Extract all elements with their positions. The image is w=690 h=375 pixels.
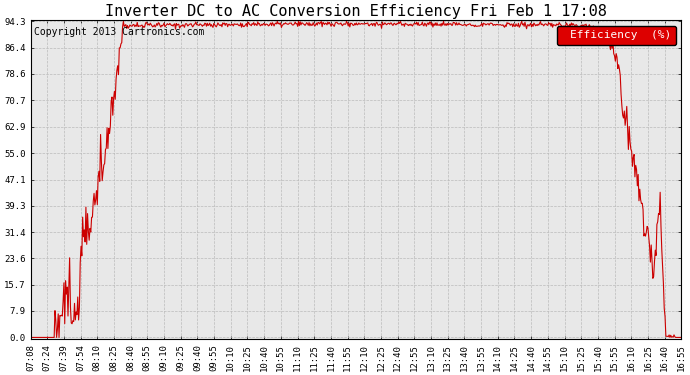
Legend: Efficiency  (%): Efficiency (%) xyxy=(557,26,676,45)
Title: Inverter DC to AC Conversion Efficiency Fri Feb 1 17:08: Inverter DC to AC Conversion Efficiency … xyxy=(105,4,607,19)
Text: Copyright 2013 Cartronics.com: Copyright 2013 Cartronics.com xyxy=(34,27,204,37)
